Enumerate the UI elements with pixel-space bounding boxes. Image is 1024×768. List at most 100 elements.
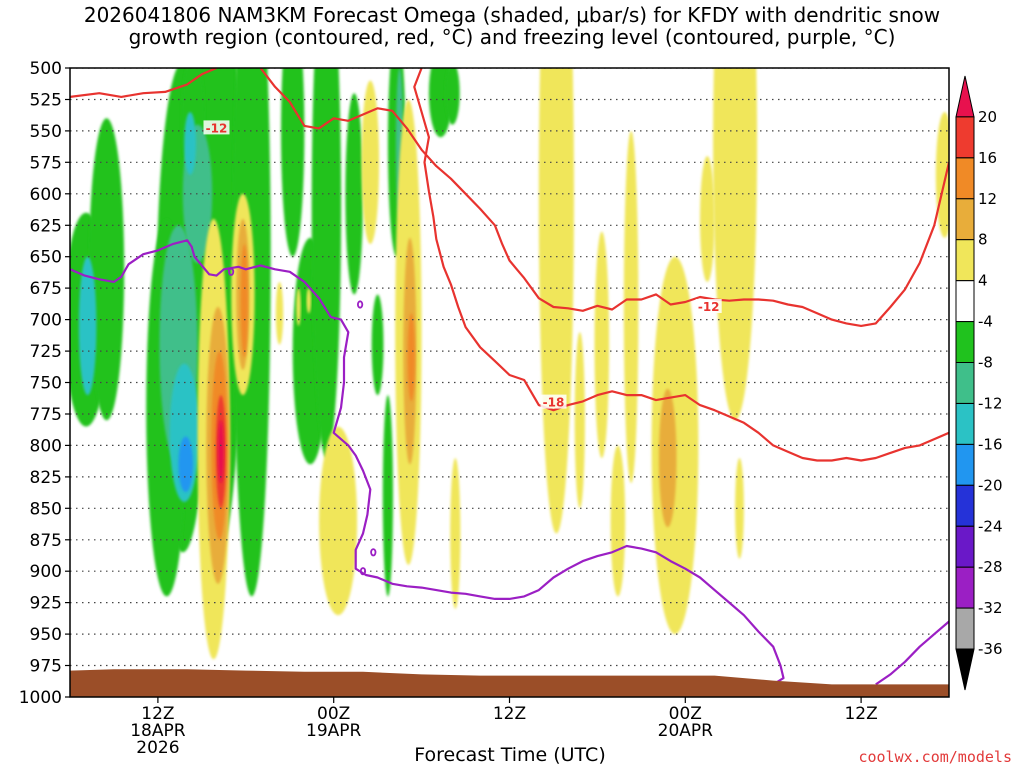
omega-shade-cell — [275, 281, 284, 345]
colorbar-segment — [955, 157, 975, 200]
dgz-contour-line — [413, 68, 949, 462]
omega-shade-cell — [240, 244, 248, 358]
y-tick-label: 900 — [30, 562, 62, 582]
omega-shade-cell — [445, 68, 460, 125]
omega-shade-cell — [319, 426, 358, 616]
grid-lines — [70, 68, 949, 697]
y-tick-label: 650 — [30, 248, 62, 268]
contour-lines: -12 -18 -12 — [70, 68, 949, 686]
colorbar: 20 16 12 8 4 -4 -8 -12 -16 -20 -24 -28 -32 -36 — [955, 75, 1003, 691]
colorbar-segment — [955, 198, 975, 241]
colorbar-segment — [955, 443, 975, 486]
y-tick-label: 850 — [30, 499, 62, 519]
dgz-contour-label-bg — [540, 394, 567, 409]
omega-shade-cell — [184, 112, 197, 175]
dgz-contour-line — [70, 68, 217, 98]
x-tick-label: 00Z — [669, 704, 702, 724]
y-tick-label: 1000 — [19, 688, 62, 708]
omega-shade-cell — [700, 156, 715, 282]
x-axis-title: Forecast Time (UTC) — [414, 744, 606, 766]
y-tick-label: 975 — [30, 657, 62, 677]
freezing-contour-loop — [370, 548, 377, 557]
x-tick-label: 18APR — [130, 721, 186, 741]
colorbar-label: -36 — [978, 640, 1003, 658]
colorbar-label: 12 — [978, 190, 997, 208]
freezing-contour-loop — [359, 567, 367, 576]
colorbar-bottom-triangle — [955, 648, 975, 691]
dgz-contour-label: -12 — [206, 121, 228, 135]
colorbar-label: -16 — [978, 435, 1003, 453]
freezing-contour-line — [875, 620, 949, 686]
colorbar-label: 16 — [978, 149, 997, 167]
omega-shade-cell — [623, 130, 639, 484]
plot-area: -12 -18 -12 — [70, 68, 949, 697]
omega-shade-cell — [78, 256, 97, 396]
colorbar-label: -20 — [978, 476, 1003, 494]
dgz-contour-label: -12 — [698, 300, 720, 314]
omega-shade-cell — [538, 68, 574, 534]
omega-shade-cell — [407, 313, 415, 402]
chart-title-line2: growth region (contoured, red, °C) and f… — [128, 25, 896, 49]
omega-shade-cell — [89, 118, 125, 421]
colorbar-label: -8 — [978, 354, 993, 372]
freezing-contour-loop — [356, 300, 364, 309]
colorbar-segment — [955, 239, 975, 282]
omega-shade-cell — [296, 288, 301, 326]
omega-shade-cell — [658, 388, 677, 528]
omega-shade-cell — [594, 231, 610, 458]
omega-shade-cell — [178, 436, 193, 492]
x-tick-label: 20APR — [658, 721, 714, 741]
omega-shade-cell — [610, 445, 626, 597]
x-tick-label: 19APR — [306, 721, 362, 741]
y-tick-label: 550 — [30, 122, 62, 142]
colorbar-label: -32 — [978, 599, 1003, 617]
colorbar-segment — [955, 607, 975, 650]
omega-shade-cell — [382, 395, 393, 597]
y-tick-label: 775 — [30, 405, 62, 425]
colorbar-label: 4 — [978, 272, 988, 290]
y-tick-label: 725 — [30, 342, 62, 362]
credit-text[interactable]: coolwx.com/models — [858, 748, 1012, 766]
omega-shade-cell — [371, 294, 384, 396]
x-tick-label: 12Z — [141, 704, 174, 724]
omega-shading — [70, 68, 949, 660]
chart-title-line1: 2026041806 NAM3KM Forecast Omega (shaded… — [83, 3, 941, 27]
y-tick-label: 525 — [30, 91, 62, 111]
omega-shade-cell — [311, 68, 342, 458]
omega-shade-cell — [713, 68, 758, 421]
colorbar-segment — [955, 525, 975, 568]
x-tick-label: 00Z — [317, 704, 350, 724]
colorbar-top-triangle — [955, 75, 975, 118]
y-tick-label: 500 — [30, 59, 62, 79]
y-tick-label: 600 — [30, 185, 62, 205]
colorbar-segment — [955, 116, 975, 159]
x-tick-label: 12Z — [844, 704, 877, 724]
dgz-contour-label-bg — [203, 120, 230, 135]
omega-shade-cell — [450, 458, 461, 609]
dgz-contour-label-bg — [695, 299, 722, 313]
colorbar-segment — [955, 566, 975, 609]
y-tick-label: 575 — [30, 153, 62, 173]
x-tick-label: 12Z — [493, 704, 526, 724]
y-tick-label: 675 — [30, 279, 62, 299]
chart-title: 2026041806 NAM3KM Forecast Omega (shaded… — [0, 4, 1024, 48]
dgz-contour-line — [259, 68, 949, 327]
colorbar-segment — [955, 403, 975, 445]
y-tick-label: 925 — [30, 594, 62, 614]
dgz-contour-label: -18 — [543, 396, 565, 410]
colorbar-label: -24 — [978, 517, 1003, 535]
axes: 500 525 550 575 600 625 650 675 700 725 750 775 800 8… — [19, 59, 878, 758]
y-tick-label: 825 — [30, 468, 62, 488]
omega-shade-cell — [735, 458, 744, 559]
omega-shade-cell — [574, 332, 585, 509]
omega-shade-cell — [345, 93, 364, 295]
y-tick-label: 875 — [30, 531, 62, 551]
colorbar-segment — [955, 321, 975, 364]
colorbar-label: -12 — [978, 395, 1003, 413]
y-tick-label: 625 — [30, 216, 62, 236]
colorbar-segment — [955, 280, 975, 323]
colorbar-label: -28 — [978, 558, 1003, 576]
y-tick-label: 800 — [30, 436, 62, 456]
omega-shade-cell — [935, 112, 949, 238]
